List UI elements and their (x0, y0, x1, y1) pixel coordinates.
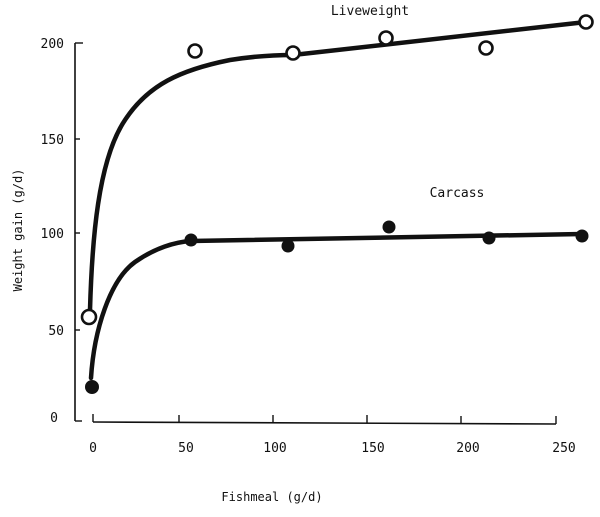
x-tick-200: 200 (456, 441, 479, 456)
x-axis-title: Fishmeal (g/d) (221, 490, 322, 504)
y-tick-50: 50 (48, 324, 64, 339)
y-tick-0: 0 (50, 411, 58, 426)
y-tick-200: 200 (41, 37, 64, 52)
y-tick-100: 100 (41, 227, 64, 242)
liveweight-point-150 (378, 30, 394, 46)
liveweight-label: Liveweight (331, 4, 409, 19)
series-liveweight: Liveweight (80, 4, 594, 326)
carcass-point-0 (85, 380, 99, 394)
carcass-point-150 (382, 220, 396, 234)
x-axis: 0 50 100 150 200 250 Fishmeal (g/d) (89, 414, 576, 504)
carcass-label: Carcass (430, 186, 485, 201)
x-tick-50: 50 (178, 441, 194, 456)
y-tick-150: 150 (41, 133, 64, 148)
x-tick-150: 150 (361, 441, 384, 456)
y-axis: 200 150 100 50 0 Weight gain (g/d) (11, 37, 83, 426)
liveweight-point-0 (80, 308, 98, 326)
liveweight-point-100 (285, 45, 301, 61)
carcass-point-200 (482, 231, 496, 245)
liveweight-point-50 (187, 43, 203, 59)
liveweight-point-200 (478, 40, 494, 56)
series-carcass: Carcass (85, 186, 589, 394)
x-tick-100: 100 (263, 441, 286, 456)
y-axis-title: Weight gain (g/d) (11, 169, 25, 292)
x-tick-0: 0 (89, 441, 97, 456)
liveweight-point-250 (578, 14, 594, 30)
x-tick-250: 250 (552, 441, 575, 456)
carcass-point-50 (184, 233, 198, 247)
carcass-point-100 (281, 239, 295, 253)
carcass-point-250 (575, 229, 589, 243)
